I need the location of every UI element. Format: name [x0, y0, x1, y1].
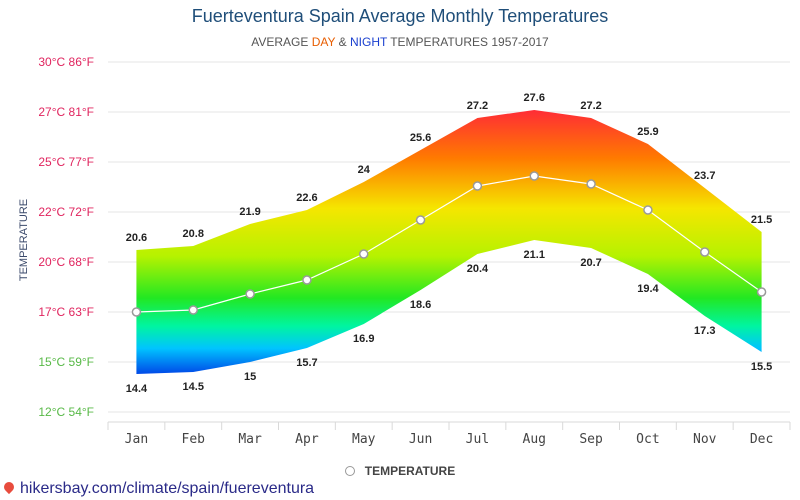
temperature-point	[131, 307, 142, 317]
temperature-point	[586, 179, 596, 189]
temperature-point	[700, 247, 710, 257]
x-tick-label: Dec	[750, 432, 773, 447]
temperature-point	[415, 215, 426, 225]
day-value-label: 21.5	[751, 214, 772, 226]
x-tick-label: Jul	[466, 432, 489, 447]
night-value-label: 20.7	[580, 257, 601, 269]
night-value-label: 16.9	[353, 333, 374, 345]
temperature-line	[136, 175, 762, 313]
night-value-label: 14.5	[183, 381, 204, 393]
x-tick-label: Jun	[409, 432, 432, 447]
y-tick-label: 22°C 72°F	[38, 205, 94, 219]
subtitle-mid: &	[335, 35, 350, 49]
legend-label: TEMPERATURE	[364, 464, 456, 478]
x-tick-label: Aug	[523, 432, 546, 447]
y-tick-label: 25°C 77°F	[38, 155, 94, 169]
day-value-label: 27.6	[524, 92, 545, 104]
day-value-label: 22.6	[296, 192, 317, 204]
source-url: hikersbay.com/climate/spain/fuereventura	[20, 480, 315, 497]
temperature-point	[472, 181, 483, 191]
x-tick-label: Oct	[636, 432, 659, 447]
y-tick-label: 12°C 54°F	[38, 405, 94, 419]
legend-marker-icon	[344, 466, 355, 476]
temperature-point	[245, 289, 255, 299]
y-tick-label: 20°C 68°F	[38, 255, 94, 269]
y-tick-label: 30°C 86°F	[38, 55, 94, 69]
x-tick-label: Mar	[238, 432, 262, 447]
night-value-label: 15	[244, 371, 256, 383]
day-value-label: 25.9	[637, 126, 658, 138]
temperature-point	[359, 249, 369, 259]
temperature-band	[136, 110, 762, 374]
night-value-label: 15.5	[751, 361, 772, 373]
subtitle-prefix: AVERAGE	[251, 35, 312, 49]
y-tick-label: 27°C 81°F	[38, 105, 94, 119]
day-value-label: 20.6	[126, 232, 147, 244]
night-value-label: 14.4	[126, 383, 148, 395]
x-tick-label: Sep	[579, 432, 603, 447]
night-value-label: 15.7	[296, 357, 317, 369]
night-value-label: 19.4	[637, 283, 659, 295]
day-value-label: 27.2	[467, 100, 488, 112]
night-value-label: 20.4	[467, 263, 489, 275]
day-value-label: 27.2	[580, 100, 601, 112]
temperature-point	[188, 305, 198, 315]
chart-subtitle: AVERAGE DAY & NIGHT TEMPERATURES 1957-20…	[0, 35, 800, 49]
x-tick-label: Nov	[693, 432, 717, 447]
night-value-label: 17.3	[694, 325, 715, 337]
day-value-label: 23.7	[694, 170, 715, 182]
temperature-chart: 30°C 86°F 27°C 81°F 25°C 77°F 22°C 72°F 20°C…	[38, 55, 791, 447]
temperature-point	[529, 171, 539, 181]
night-value-label: 21.1	[524, 249, 545, 261]
map-pin-icon	[1, 479, 17, 495]
x-tick-label: Jan	[125, 432, 148, 447]
temperature-point	[643, 205, 653, 215]
night-value-label: 18.6	[410, 299, 431, 311]
subtitle-night: NIGHT	[349, 35, 388, 49]
day-value-label: 25.6	[410, 132, 431, 144]
y-tick-label: 17°C 63°F	[38, 305, 94, 319]
day-value-label: 20.8	[183, 228, 204, 240]
x-tick-label: Apr	[295, 432, 319, 447]
subtitle-suffix: TEMPERATURES 1957-2017	[387, 35, 549, 49]
chart-title: Fuerteventura Spain Average Monthly Temp…	[191, 6, 609, 26]
temperature-point	[756, 287, 767, 297]
y-tick-label: 15°C 59°F	[38, 355, 94, 369]
x-tick-label: Feb	[182, 432, 206, 447]
day-value-label: 21.9	[239, 206, 260, 218]
temperature-point	[302, 275, 312, 285]
legend[interactable]: TEMPERATURE	[0, 464, 800, 478]
source-link[interactable]: hikersbay.com/climate/spain/fuereventura	[1, 479, 315, 498]
x-tick-label: May	[352, 432, 376, 447]
subtitle-day: DAY	[311, 35, 336, 49]
day-value-label: 24	[358, 164, 371, 176]
